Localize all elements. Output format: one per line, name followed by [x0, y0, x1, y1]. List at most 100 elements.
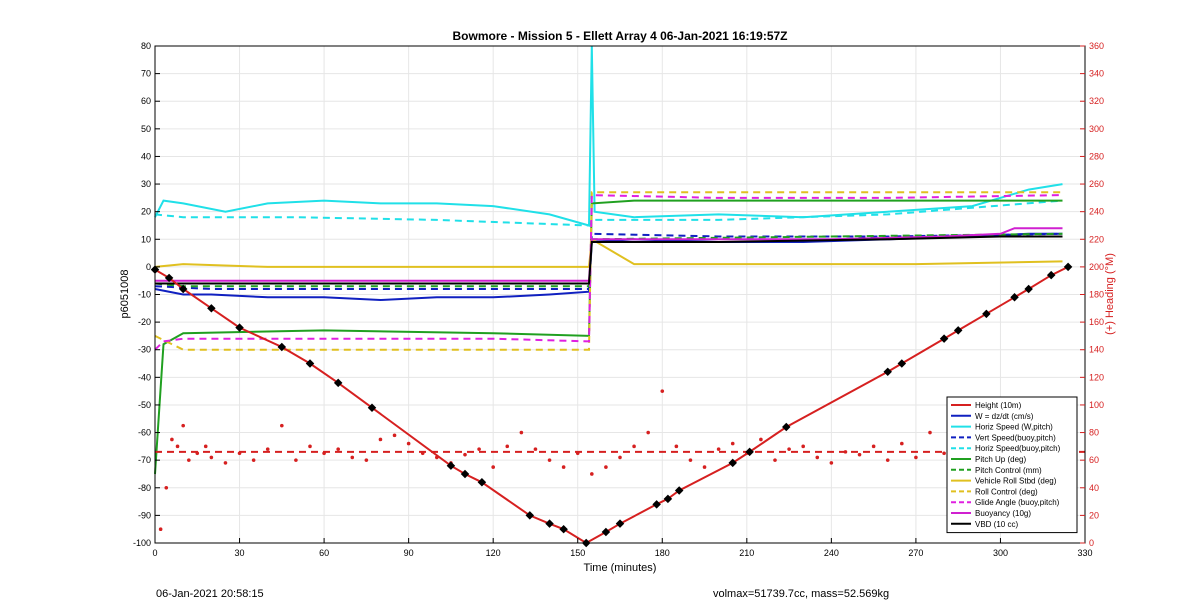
y2-tick-label: 0: [1089, 538, 1094, 548]
legend-entry: Pitch Control (mm): [975, 466, 1042, 475]
height-marker: [615, 519, 625, 528]
y2-axis-label: (+) Heading (°M): [1104, 253, 1116, 335]
series-line-3: [154, 232, 1063, 290]
heading-point: [547, 458, 552, 462]
y2-tick-label: 320: [1089, 96, 1104, 106]
x-tick-label: 90: [404, 548, 414, 558]
height-marker: [939, 334, 949, 343]
heading-point: [175, 444, 180, 449]
heading-point: [660, 389, 665, 393]
height-marker: [277, 342, 287, 352]
y2-tick-label: 180: [1089, 290, 1104, 300]
footer-timestamp: 06-Jan-2021 20:58:15: [156, 588, 264, 600]
height-marker: [164, 273, 174, 283]
heading-point: [928, 430, 932, 435]
x-axis-ticks: 0 30 60 90 120 150 180 210 240 270 300 330: [152, 538, 1093, 558]
y-tick-label: 10: [141, 234, 151, 244]
height-marker: [953, 326, 963, 335]
y2-axis-ticks: 0 20 40 60 80 100 120 140 160 180 200 220 240 260 280 3…: [1080, 41, 1104, 548]
legend-entry: Glide Angle (buoy,pitch): [975, 498, 1060, 507]
y-tick-label: 20: [141, 207, 151, 217]
heading-point: [702, 465, 707, 469]
legend-entry: Roll Control (deg): [975, 487, 1038, 496]
heading-point: [350, 455, 355, 460]
height-marker: [207, 304, 216, 313]
heading-point: [181, 423, 185, 428]
series-line-8: [154, 191, 1063, 351]
x-tick-label: 180: [655, 548, 670, 558]
x-tick-label: 210: [739, 548, 754, 558]
y-tick-label: -90: [138, 510, 151, 520]
y-tick-label: -80: [138, 483, 151, 493]
heading-point: [618, 455, 622, 460]
height-marker: [782, 422, 791, 432]
height-marker: [460, 469, 470, 479]
heading-point: [815, 455, 820, 460]
heading-point: [223, 461, 228, 465]
height-marker: [674, 486, 684, 495]
y2-tick-label: 200: [1089, 262, 1104, 272]
heading-point: [491, 465, 495, 469]
legend-entry: Vehicle Roll Stbd (deg): [975, 477, 1057, 486]
height-marker: [982, 309, 991, 319]
heading-point: [801, 444, 805, 449]
heading-point: [164, 485, 169, 490]
y2-tick-label: 300: [1089, 124, 1104, 134]
heading-point: [209, 455, 214, 460]
height-marker: [477, 478, 487, 487]
chart-title: Bowmore - Mission 5 - Ellett Array 4 06-…: [452, 29, 787, 43]
grid: [155, 46, 1085, 543]
height-marker: [601, 527, 611, 537]
series-line-2: [154, 45, 1063, 227]
y2-tick-label: 160: [1089, 317, 1104, 327]
heading-point: [632, 444, 636, 449]
height-marker: [897, 359, 907, 368]
y-axis-label: p6051008: [119, 270, 131, 319]
y-tick-label: -10: [138, 290, 151, 300]
legend-entry: VBD (10 cc): [975, 520, 1018, 529]
x-tick-label: 30: [235, 548, 245, 558]
heading-point: [561, 465, 566, 469]
y2-tick-label: 40: [1089, 483, 1099, 493]
height-marker: [559, 524, 568, 534]
heading-point: [674, 444, 679, 449]
y-tick-label: 70: [141, 69, 151, 79]
height-marker: [1024, 284, 1033, 294]
series-line-4: [154, 199, 1063, 227]
heading-point: [251, 458, 256, 462]
heading-point: [187, 458, 191, 462]
height-marker: [525, 511, 535, 520]
height-marker: [1010, 293, 1019, 302]
height-marker: [1046, 270, 1056, 280]
y2-tick-label: 240: [1089, 207, 1104, 217]
y2-tick-label: 220: [1089, 234, 1104, 244]
height-marker: [663, 494, 673, 504]
heading-point: [688, 458, 693, 462]
heading-point: [773, 458, 777, 462]
legend-box: [946, 396, 1078, 534]
x-tick-label: 60: [319, 548, 329, 558]
heading-point: [378, 437, 383, 442]
y2-tick-label: 100: [1089, 400, 1104, 410]
legend-entry: Horiz Speed (W,pitch): [975, 423, 1053, 432]
heading-point: [730, 441, 735, 446]
height-marker: [235, 323, 244, 332]
y-tick-label: -60: [138, 428, 151, 438]
x-tick-label: 240: [824, 548, 839, 558]
legend-entry: Horiz Speed(buoy,pitch): [975, 444, 1061, 453]
legend-entry: Height (10m): [975, 401, 1022, 410]
legend-entry: Pitch Up (deg): [975, 455, 1026, 464]
legend-entry: W = dz/dt (cm/s): [975, 412, 1034, 421]
height-marker: [1063, 262, 1073, 272]
heading-point: [308, 444, 312, 449]
y2-tick-label: 340: [1089, 69, 1104, 79]
heading-point: [900, 441, 904, 446]
height-marker: [745, 447, 754, 457]
x-tick-label: 330: [1077, 548, 1092, 558]
heading-point: [463, 452, 467, 457]
heading-point: [604, 465, 608, 469]
y-tick-label: 60: [141, 96, 151, 106]
x-axis-label: Time (minutes): [584, 562, 657, 574]
height-marker: [728, 458, 737, 468]
heading-point: [406, 441, 411, 446]
